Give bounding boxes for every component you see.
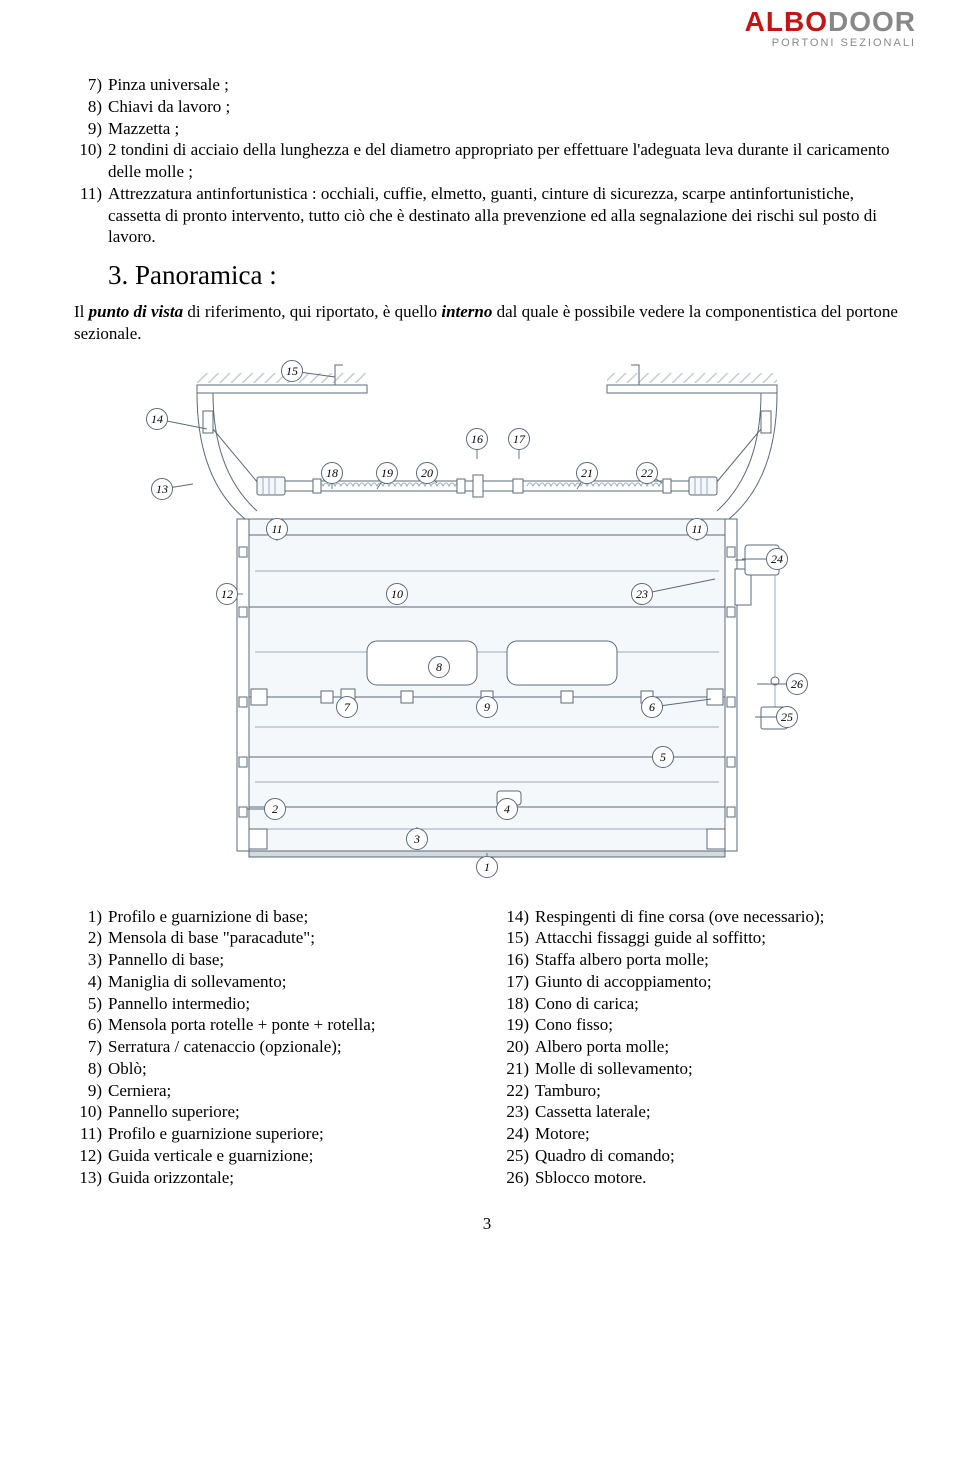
svg-text:19: 19 (381, 466, 393, 480)
list-text: Mazzetta ; (108, 118, 900, 140)
brand-sub: PORTONI SEZIONALI (745, 38, 916, 49)
list-text: Chiavi da lavoro ; (108, 96, 900, 118)
svg-text:17: 17 (513, 432, 526, 446)
svg-text:6: 6 (649, 700, 655, 714)
svg-text:9: 9 (484, 700, 490, 714)
page-number: 3 (74, 1214, 900, 1234)
svg-text:26: 26 (791, 677, 803, 691)
legend-row: 6)Mensola porta rotelle + ponte + rotell… (74, 1014, 473, 1036)
legend-row: 23)Cassetta laterale; (501, 1101, 900, 1123)
legend-right: 14)Respingenti di fine corsa (ove necess… (501, 906, 900, 1189)
brand-logo: ALBODOOR PORTONI SEZIONALI (745, 8, 916, 49)
legend-row: 19)Cono fisso; (501, 1014, 900, 1036)
legend-row: 15)Attacchi fissaggi guide al soffitto; (501, 927, 900, 949)
svg-text:20: 20 (421, 466, 433, 480)
list-text: Attrezzatura antinfortunistica : occhial… (108, 183, 900, 248)
legend-row: 3)Pannello di base; (74, 949, 473, 971)
legend-row: 5)Pannello intermedio; (74, 993, 473, 1015)
list-number: 7) (74, 74, 108, 96)
legend-row: 2)Mensola di base "paracadute"; (74, 927, 473, 949)
svg-text:3: 3 (413, 832, 420, 846)
svg-text:23: 23 (636, 587, 648, 601)
legend-row: 26)Sblocco motore. (501, 1167, 900, 1189)
svg-text:16: 16 (471, 432, 483, 446)
list-number: 10) (74, 139, 108, 183)
svg-text:13: 13 (156, 482, 168, 496)
svg-text:4: 4 (504, 802, 510, 816)
svg-text:10: 10 (391, 587, 403, 601)
legend-row: 22)Tamburo; (501, 1080, 900, 1102)
svg-text:25: 25 (781, 710, 793, 724)
svg-text:2: 2 (272, 802, 278, 816)
legend-row: 9)Cerniera; (74, 1080, 473, 1102)
legend-row: 14)Respingenti di fine corsa (ove necess… (501, 906, 900, 928)
svg-text:18: 18 (326, 466, 338, 480)
brand-part1: ALBO (745, 6, 828, 37)
legend-row: 4)Maniglia di sollevamento; (74, 971, 473, 993)
list-number: 9) (74, 118, 108, 140)
tools-list: 7)Pinza universale ;8)Chiavi da lavoro ;… (74, 74, 900, 248)
legend-row: 25)Quadro di comando; (501, 1145, 900, 1167)
svg-text:24: 24 (771, 552, 783, 566)
svg-text:15: 15 (286, 364, 298, 378)
lead-paragraph: Il punto di vista di riferimento, qui ri… (74, 301, 900, 345)
list-number: 11) (74, 183, 108, 248)
legend-row: 13)Guida orizzontale; (74, 1167, 473, 1189)
legend-row: 17)Giunto di accoppiamento; (501, 971, 900, 993)
svg-text:11: 11 (271, 522, 282, 536)
legend-row: 1)Profilo e guarnizione di base; (74, 906, 473, 928)
svg-text:8: 8 (436, 660, 442, 674)
legend-row: 8)Oblò; (74, 1058, 473, 1080)
legend-row: 16)Staffa albero porta molle; (501, 949, 900, 971)
legend-row: 12)Guida verticale e guarnizione; (74, 1145, 473, 1167)
legend-row: 21)Molle di sollevamento; (501, 1058, 900, 1080)
legend-row: 20)Albero porta molle; (501, 1036, 900, 1058)
svg-text:7: 7 (344, 700, 351, 714)
legend-row: 24)Motore; (501, 1123, 900, 1145)
svg-text:5: 5 (660, 750, 666, 764)
list-text: 2 tondini di acciaio della lunghezza e d… (108, 139, 900, 183)
section-title: 3. Panoramica : (108, 260, 900, 291)
svg-text:21: 21 (581, 466, 593, 480)
legend-row: 10)Pannello superiore; (74, 1101, 473, 1123)
svg-text:1: 1 (484, 860, 490, 874)
legend-left: 1)Profilo e guarnizione di base;2)Mensol… (74, 906, 473, 1189)
list-text: Pinza universale ; (108, 74, 900, 96)
panoramica-diagram: 1514131617181920212211111210232482625796… (107, 359, 867, 884)
list-number: 8) (74, 96, 108, 118)
svg-text:12: 12 (221, 587, 233, 601)
brand-part2: DOOR (828, 6, 916, 37)
svg-text:22: 22 (641, 466, 653, 480)
legend-row: 18)Cono di carica; (501, 993, 900, 1015)
legend-row: 11)Profilo e guarnizione superiore; (74, 1123, 473, 1145)
legend-columns: 1)Profilo e guarnizione di base;2)Mensol… (74, 906, 900, 1189)
svg-text:14: 14 (151, 412, 163, 426)
svg-text:11: 11 (691, 522, 702, 536)
legend-row: 7)Serratura / catenaccio (opzionale); (74, 1036, 473, 1058)
